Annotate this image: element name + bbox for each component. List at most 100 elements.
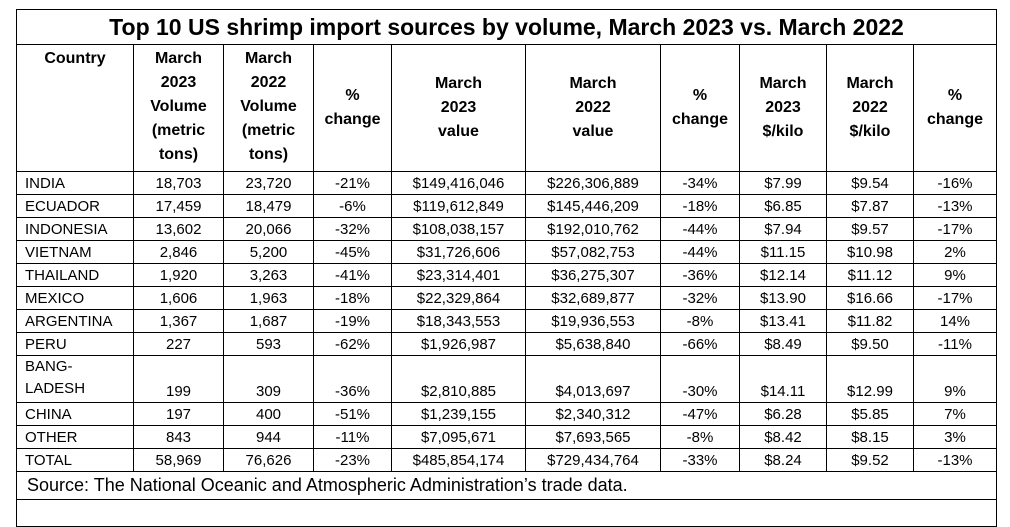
cell-volume-2022: 76,626 xyxy=(223,448,314,472)
cell-per-kilo-percent-change: -11% xyxy=(913,332,997,356)
cell-volume-percent-change: -18% xyxy=(313,286,392,310)
cell-country: ECUADOR xyxy=(16,194,134,218)
cell-per-kilo-2022: $16.66 xyxy=(826,286,914,310)
cell-volume-2022: 23,720 xyxy=(223,171,314,195)
table-body: INDIA 18,703 23,720 -21% $149,416,046 $226,30… xyxy=(16,171,997,472)
cell-volume-2022: 309 xyxy=(223,355,314,403)
cell-country: MEXICO xyxy=(16,286,134,310)
cell-volume-percent-change: -6% xyxy=(313,194,392,218)
cell-country: CHINA xyxy=(16,402,134,426)
cell-country: TOTAL xyxy=(16,448,134,472)
table-row: ECUADOR 17,459 18,479 -6% $119,612,849 $145,4… xyxy=(16,194,997,218)
cell-per-kilo-2023: $6.85 xyxy=(739,194,827,218)
cell-per-kilo-2023: $8.42 xyxy=(739,425,827,449)
table-row: MEXICO 1,606 1,963 -18% $22,329,864 $32,689,8… xyxy=(16,286,997,310)
cell-volume-2022: 20,066 xyxy=(223,217,314,241)
cell-volume-percent-change: -11% xyxy=(313,425,392,449)
cell-per-kilo-percent-change: 14% xyxy=(913,309,997,333)
cell-value-2022: $2,340,312 xyxy=(525,402,661,426)
cell-country: BANG- LADESH xyxy=(16,355,134,403)
cell-volume-2022: 400 xyxy=(223,402,314,426)
cell-volume-percent-change: -41% xyxy=(313,263,392,287)
cell-volume-percent-change: -45% xyxy=(313,240,392,264)
cell-country: PERU xyxy=(16,332,134,356)
cell-per-kilo-2022: $9.52 xyxy=(826,448,914,472)
cell-volume-2022: 5,200 xyxy=(223,240,314,264)
cell-volume-percent-change: -51% xyxy=(313,402,392,426)
cell-per-kilo-2023: $7.99 xyxy=(739,171,827,195)
cell-volume-2023: 843 xyxy=(133,425,224,449)
cell-per-kilo-2023: $6.28 xyxy=(739,402,827,426)
table-row: TOTAL 58,969 76,626 -23% $485,854,174 $729,43… xyxy=(16,448,997,472)
table-row: INDIA 18,703 23,720 -21% $149,416,046 $226,30… xyxy=(16,171,997,195)
blank-footer-row xyxy=(16,499,997,527)
cell-value-2023: $23,314,401 xyxy=(391,263,526,287)
shrimp-import-table-container: Top 10 US shrimp import sources by volum… xyxy=(16,9,997,527)
cell-value-2022: $19,936,553 xyxy=(525,309,661,333)
cell-volume-2023: 1,367 xyxy=(133,309,224,333)
header-volume-2023: March 2023 Volume (metric tons) xyxy=(133,44,224,172)
cell-value-percent-change: -18% xyxy=(660,194,740,218)
cell-country: VIETNAM xyxy=(16,240,134,264)
cell-per-kilo-2023: $8.49 xyxy=(739,332,827,356)
cell-volume-2023: 17,459 xyxy=(133,194,224,218)
cell-volume-percent-change: -36% xyxy=(313,355,392,403)
table-row: INDONESIA 13,602 20,066 -32% $108,038,157 $19… xyxy=(16,217,997,241)
cell-value-2023: $485,854,174 xyxy=(391,448,526,472)
cell-volume-2022: 3,263 xyxy=(223,263,314,287)
cell-value-2022: $32,689,877 xyxy=(525,286,661,310)
cell-value-2023: $31,726,606 xyxy=(391,240,526,264)
cell-per-kilo-2022: $9.57 xyxy=(826,217,914,241)
header-per-kilo-2022: March 2022 $/kilo xyxy=(826,44,914,172)
cell-volume-2023: 1,920 xyxy=(133,263,224,287)
header-volume-2022: March 2022 Volume (metric tons) xyxy=(223,44,314,172)
cell-value-2023: $22,329,864 xyxy=(391,286,526,310)
cell-value-percent-change: -32% xyxy=(660,286,740,310)
cell-volume-2023: 13,602 xyxy=(133,217,224,241)
cell-value-2022: $57,082,753 xyxy=(525,240,661,264)
cell-per-kilo-2023: $13.90 xyxy=(739,286,827,310)
cell-volume-2022: 1,963 xyxy=(223,286,314,310)
cell-volume-2023: 1,606 xyxy=(133,286,224,310)
cell-per-kilo-percent-change: 9% xyxy=(913,263,997,287)
cell-per-kilo-percent-change: -13% xyxy=(913,448,997,472)
cell-volume-2022: 1,687 xyxy=(223,309,314,333)
cell-volume-percent-change: -21% xyxy=(313,171,392,195)
cell-country: ARGENTINA xyxy=(16,309,134,333)
header-value-percent-change: % change xyxy=(660,44,740,172)
cell-per-kilo-2022: $12.99 xyxy=(826,355,914,403)
cell-per-kilo-2022: $9.54 xyxy=(826,171,914,195)
cell-value-percent-change: -8% xyxy=(660,309,740,333)
cell-per-kilo-2022: $5.85 xyxy=(826,402,914,426)
cell-per-kilo-percent-change: -17% xyxy=(913,217,997,241)
table-row: VIETNAM 2,846 5,200 -45% $31,726,606 $57,082,… xyxy=(16,240,997,264)
cell-country: THAILAND xyxy=(16,263,134,287)
cell-value-percent-change: -30% xyxy=(660,355,740,403)
cell-value-2022: $5,638,840 xyxy=(525,332,661,356)
cell-value-percent-change: -44% xyxy=(660,240,740,264)
cell-volume-percent-change: -19% xyxy=(313,309,392,333)
cell-value-percent-change: -33% xyxy=(660,448,740,472)
cell-volume-2023: 199 xyxy=(133,355,224,403)
cell-volume-percent-change: -23% xyxy=(313,448,392,472)
cell-value-2023: $18,343,553 xyxy=(391,309,526,333)
cell-volume-2023: 2,846 xyxy=(133,240,224,264)
cell-per-kilo-percent-change: -13% xyxy=(913,194,997,218)
table-row: ARGENTINA 1,367 1,687 -19% $18,343,553 $19,93… xyxy=(16,309,997,333)
cell-value-percent-change: -47% xyxy=(660,402,740,426)
cell-value-percent-change: -34% xyxy=(660,171,740,195)
shrimp-import-table: Top 10 US shrimp import sources by volum… xyxy=(16,9,997,527)
cell-value-2022: $7,693,565 xyxy=(525,425,661,449)
cell-value-2022: $192,010,762 xyxy=(525,217,661,241)
cell-value-percent-change: -66% xyxy=(660,332,740,356)
cell-per-kilo-2023: $12.14 xyxy=(739,263,827,287)
cell-value-2022: $4,013,697 xyxy=(525,355,661,403)
cell-per-kilo-2023: $8.24 xyxy=(739,448,827,472)
cell-country: INDIA xyxy=(16,171,134,195)
header-country: Country xyxy=(16,44,134,172)
cell-volume-2023: 227 xyxy=(133,332,224,356)
cell-value-2023: $1,239,155 xyxy=(391,402,526,426)
table-row: BANG- LADESH 199 309 -36% $2,810,885 $4,013,6… xyxy=(16,355,997,403)
cell-per-kilo-percent-change: 7% xyxy=(913,402,997,426)
header-value-2023: March 2023 value xyxy=(391,44,526,172)
